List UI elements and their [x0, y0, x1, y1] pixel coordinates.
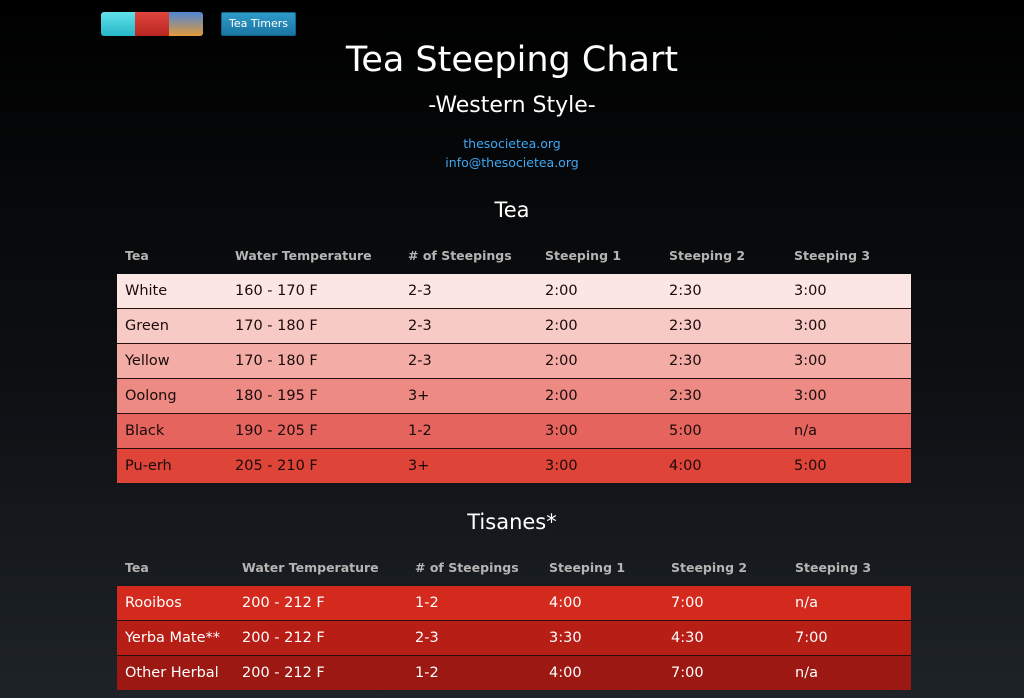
table-cell: 4:00: [549, 595, 582, 611]
page-title: Tea Steeping Chart: [345, 40, 679, 80]
table-cell: 7:00: [671, 595, 704, 611]
table-cell: 4:00: [669, 458, 702, 474]
theme-swatch-red[interactable]: [135, 12, 169, 36]
table-cell: 2-3: [408, 283, 432, 299]
table-cell: 1-2: [415, 595, 439, 611]
column-header: Water Temperature: [242, 560, 379, 575]
column-header: Tea: [125, 560, 149, 575]
column-header: Steeping 1: [545, 248, 622, 263]
column-header: Steeping 3: [795, 560, 872, 575]
table-cell: 4:00: [549, 665, 582, 681]
column-header: # of Steepings: [415, 560, 519, 575]
table-cell: 2:30: [669, 283, 702, 299]
table-cell: 2:30: [669, 388, 702, 404]
tisanes-table: Rooibos 200 - 212 F 1-2 4:00 7:00 n/a Yerba Ma…: [117, 586, 911, 690]
table-cell: Other Herbal: [125, 665, 219, 681]
column-header: Steeping 1: [549, 560, 626, 575]
column-header: Water Temperature: [235, 248, 372, 263]
table-cell: 2:30: [669, 353, 702, 369]
table-cell: 1-2: [415, 665, 439, 681]
table-cell: 3:00: [794, 353, 827, 369]
table-cell: 2-3: [415, 630, 439, 646]
table-cell: 2:00: [545, 353, 578, 369]
page-subtitle: -Western Style-: [428, 93, 596, 118]
table-cell: 200 - 212 F: [242, 630, 325, 646]
tea-table: White 160 - 170 F 2-3 2:00 2:30 3:00 Green 170 …: [117, 274, 911, 483]
table-row: Rooibos 200 - 212 F 1-2 4:00 7:00 n/a: [117, 586, 911, 621]
table-cell: White: [125, 283, 168, 299]
table-row: Black 190 - 205 F 1-2 3:00 5:00 n/a: [117, 414, 911, 449]
table-cell: 200 - 212 F: [242, 595, 325, 611]
table-cell: 3:00: [545, 423, 578, 439]
column-header: Tea: [125, 248, 149, 263]
table-cell: 2-3: [408, 353, 432, 369]
table-cell: 4:30: [671, 630, 704, 646]
table-cell: 1-2: [408, 423, 432, 439]
table-row: Yellow 170 - 180 F 2-3 2:00 2:30 3:00: [117, 344, 911, 379]
table-row: Oolong 180 - 195 F 3+ 2:00 2:30 3:00: [117, 379, 911, 414]
table-row: Pu-erh 205 - 210 F 3+ 3:00 4:00 5:00: [117, 449, 911, 483]
tisanes-section-title: Tisanes*: [467, 510, 557, 534]
table-cell: Yellow: [125, 353, 170, 369]
table-cell: 190 - 205 F: [235, 423, 318, 439]
table-cell: 3:00: [794, 388, 827, 404]
table-cell: Yerba Mate**: [125, 630, 221, 646]
table-cell: Rooibos: [125, 595, 182, 611]
table-row: Yerba Mate** 200 - 212 F 2-3 3:30 4:30 7:00: [117, 621, 911, 656]
table-row: Other Herbal 200 - 212 F 1-2 4:00 7:00 n/a: [117, 656, 911, 690]
table-cell: 5:00: [794, 458, 827, 474]
tisanes-table-header: Tea Water Temperature # of Steepings Ste…: [117, 560, 911, 578]
table-cell: 3:00: [794, 283, 827, 299]
theme-swatches: [101, 12, 203, 36]
table-cell: 7:00: [795, 630, 828, 646]
table-cell: 3:00: [794, 318, 827, 334]
column-header: Steeping 3: [794, 248, 871, 263]
website-link[interactable]: thesocietea.org: [463, 136, 561, 151]
email-link[interactable]: info@thesocietea.org: [445, 155, 579, 170]
table-cell: 3:00: [545, 458, 578, 474]
column-header: Steeping 2: [671, 560, 748, 575]
table-cell: 5:00: [669, 423, 702, 439]
tea-section-title: Tea: [494, 198, 530, 222]
table-cell: 3+: [408, 388, 430, 404]
table-cell: Black: [125, 423, 165, 439]
table-cell: 160 - 170 F: [235, 283, 318, 299]
table-cell: Green: [125, 318, 169, 334]
table-cell: n/a: [794, 423, 817, 439]
table-cell: 2:30: [669, 318, 702, 334]
column-header: Steeping 2: [669, 248, 746, 263]
theme-swatch-cyan[interactable]: [101, 12, 135, 36]
table-cell: 200 - 212 F: [242, 665, 325, 681]
table-cell: n/a: [795, 595, 818, 611]
table-cell: 7:00: [671, 665, 704, 681]
table-cell: 180 - 195 F: [235, 388, 318, 404]
tea-timers-button[interactable]: Tea Timers: [221, 12, 296, 36]
table-row: White 160 - 170 F 2-3 2:00 2:30 3:00: [117, 274, 911, 309]
table-cell: 170 - 180 F: [235, 353, 318, 369]
table-row: Green 170 - 180 F 2-3 2:00 2:30 3:00: [117, 309, 911, 344]
table-cell: 2:00: [545, 318, 578, 334]
table-cell: 3:30: [549, 630, 582, 646]
tea-table-header: Tea Water Temperature # of Steepings Ste…: [117, 248, 911, 266]
table-cell: 205 - 210 F: [235, 458, 318, 474]
table-cell: 170 - 180 F: [235, 318, 318, 334]
table-cell: n/a: [795, 665, 818, 681]
table-cell: 2:00: [545, 388, 578, 404]
table-cell: 2:00: [545, 283, 578, 299]
table-cell: 2-3: [408, 318, 432, 334]
table-cell: 3+: [408, 458, 430, 474]
table-cell: Oolong: [125, 388, 177, 404]
column-header: # of Steepings: [408, 248, 512, 263]
theme-swatch-sunset[interactable]: [169, 12, 203, 36]
table-cell: Pu-erh: [125, 458, 172, 474]
